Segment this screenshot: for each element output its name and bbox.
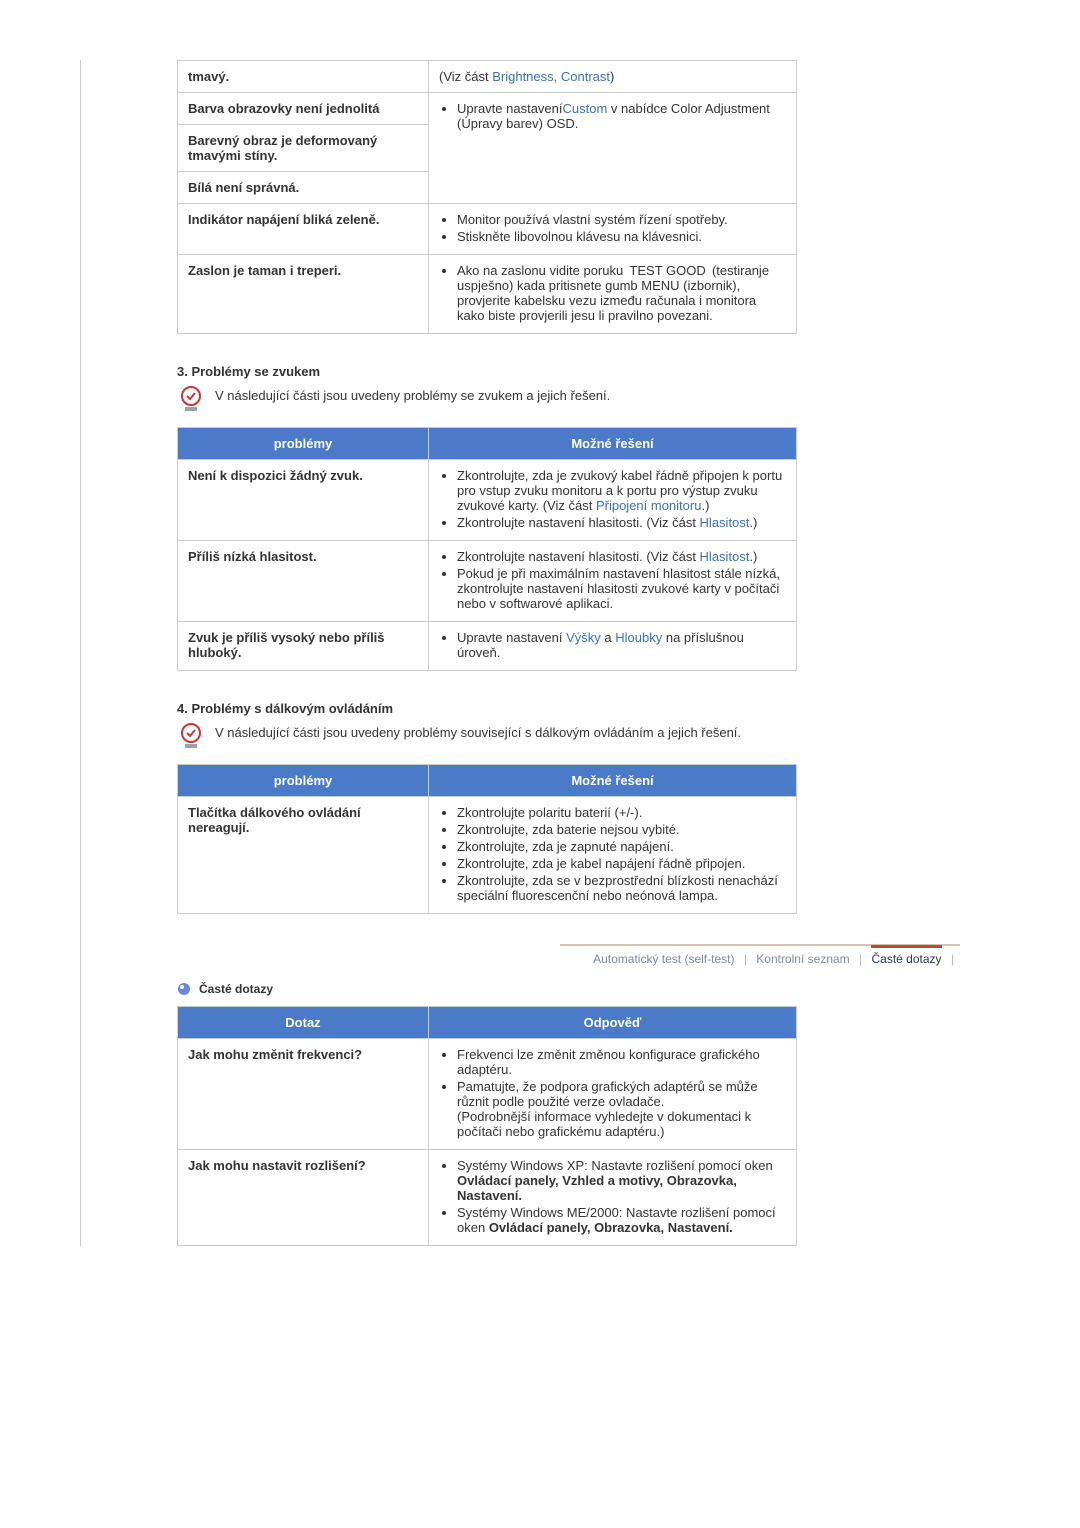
table-header: Možné řešení <box>429 765 797 797</box>
faq-table: Dotaz Odpověď Jak mohu změnit frekvenci?… <box>177 1006 797 1246</box>
cell-problem: Není k dispozici žádný zvuk. <box>178 460 429 541</box>
cell-question: Jak mohu změnit frekvenci? <box>178 1039 429 1150</box>
content-area: tmavý. (Viz část Brightness, Contrast) B… <box>80 60 1000 1246</box>
cell-problem: Barva obrazovky není jednolitá <box>178 93 429 125</box>
cell-problem: Zvuk je příliš vysoký nebo příliš hlubok… <box>178 622 429 671</box>
link-custom[interactable]: Custom <box>563 101 608 116</box>
note-icon <box>177 722 205 750</box>
tab-selftest[interactable]: Automatický test (self-test) <box>593 952 734 966</box>
cell-solution: Ako na zaslonu vidite poruku TEST GOOD (… <box>429 255 797 334</box>
link-volume[interactable]: Hlasitost <box>700 515 750 530</box>
faq-title: Časté dotazy <box>199 982 273 996</box>
link-volume[interactable]: Hlasitost <box>700 549 750 564</box>
link-monitor-connection[interactable]: Připojení monitoru <box>596 498 702 513</box>
cell-solution: Zkontrolujte, zda je zvukový kabel řádně… <box>429 460 797 541</box>
table-header: Odpověď <box>429 1007 797 1039</box>
cell-answer: Systémy Windows XP: Nastavte rozlišení p… <box>429 1150 797 1246</box>
link-treble[interactable]: Výšky <box>566 630 601 645</box>
remote-problems-table: problémy Možné řešení Tlačítka dálkového… <box>177 764 797 914</box>
cell-solution: Upravte nastaveníCustom v nabídce Color … <box>429 93 797 204</box>
cell-problem: tmavý. <box>178 61 429 93</box>
section-3-title: 3. Problémy se zvukem <box>177 364 960 379</box>
cell-problem: Indikátor napájení bliká zeleně. <box>178 204 429 255</box>
section-3-intro: V následující části jsou uvedeny problém… <box>215 385 610 403</box>
link-brightness-contrast[interactable]: Brightness, Contrast <box>492 69 610 84</box>
cell-problem: Zaslon je taman i treperi. <box>178 255 429 334</box>
cell-answer: Frekvenci lze změnit změnou konfigurace … <box>429 1039 797 1150</box>
cell-problem: Příliš nízká hlasitost. <box>178 541 429 622</box>
cell-solution: Zkontrolujte polaritu baterií (+/-). Zko… <box>429 797 797 914</box>
cell-problem: Bílá není správná. <box>178 172 429 204</box>
bullet-icon <box>177 982 191 996</box>
cell-solution: Zkontrolujte nastavení hlasitosti. (Viz … <box>429 541 797 622</box>
link-bass[interactable]: Hloubky <box>615 630 662 645</box>
section-4-intro: V následující části jsou uvedeny problém… <box>215 722 741 740</box>
tab-faq[interactable]: Časté dotazy <box>871 945 941 966</box>
cell-question: Jak mohu nastavit rozlišení? <box>178 1150 429 1246</box>
cell-problem: Barevný obraz je deformovaný tmavými stí… <box>178 125 429 172</box>
table-header: problémy <box>178 765 429 797</box>
display-problems-table: tmavý. (Viz část Brightness, Contrast) B… <box>177 60 797 334</box>
cell-solution: Upravte nastavení Výšky a Hloubky na pří… <box>429 622 797 671</box>
tab-bar: Automatický test (self-test) | Kontrolní… <box>560 944 960 966</box>
cell-solution: Monitor používá vlastní systém řízení sp… <box>429 204 797 255</box>
cell-problem: Tlačítka dálkového ovládání nereagují. <box>178 797 429 914</box>
note-icon <box>177 385 205 413</box>
section-4-title: 4. Problémy s dálkovým ovládáním <box>177 701 960 716</box>
table-header: problémy <box>178 428 429 460</box>
table-header: Dotaz <box>178 1007 429 1039</box>
table-header: Možné řešení <box>429 428 797 460</box>
cell-solution: (Viz část Brightness, Contrast) <box>429 61 797 93</box>
sound-problems-table: problémy Možné řešení Není k dispozici ž… <box>177 427 797 671</box>
tab-checklist[interactable]: Kontrolní seznam <box>756 952 849 966</box>
